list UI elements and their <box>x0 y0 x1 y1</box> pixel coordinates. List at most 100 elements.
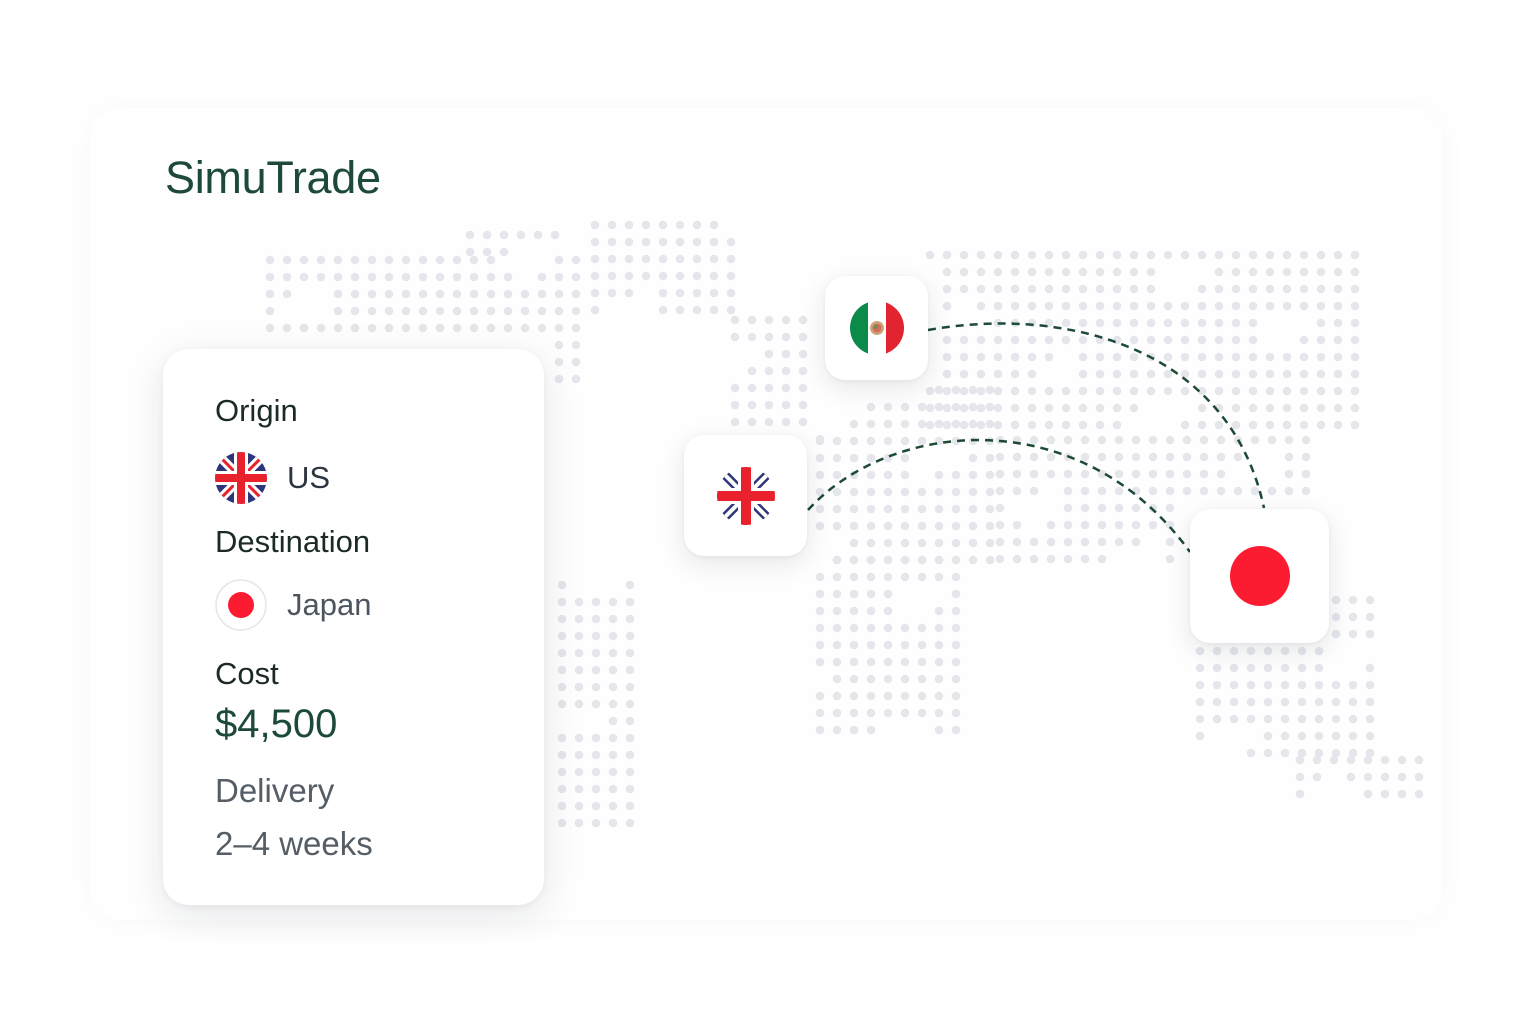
map-dot <box>1078 284 1088 294</box>
map-dot <box>1397 755 1407 765</box>
map-dot <box>934 640 944 650</box>
map-dot <box>1333 301 1343 311</box>
map-dot <box>1316 318 1326 328</box>
map-dot <box>1312 755 1322 765</box>
map-dot <box>917 487 927 497</box>
map-dot <box>554 340 564 350</box>
route-uk-japan <box>807 438 1192 553</box>
map-dot <box>798 417 808 427</box>
map-dot <box>554 289 564 299</box>
map-dot <box>726 254 736 264</box>
map-dot <box>692 288 702 298</box>
map-dot <box>1180 369 1190 379</box>
map-dot <box>1129 352 1139 362</box>
map-dot <box>951 385 961 395</box>
map-dot <box>1148 435 1158 445</box>
map-dot <box>1095 386 1105 396</box>
map-dot <box>1365 595 1375 605</box>
map-dot <box>832 487 842 497</box>
map-dot <box>995 469 1005 479</box>
map-dot <box>1414 772 1424 782</box>
map-dot <box>1180 301 1190 311</box>
map-dot <box>1231 318 1241 328</box>
map-dot <box>590 254 600 264</box>
map-dot <box>951 470 961 480</box>
map-dot <box>1214 335 1224 345</box>
map-dot <box>968 385 978 395</box>
map-dot <box>1299 403 1309 413</box>
map-dot <box>934 504 944 514</box>
map-dot <box>985 555 995 565</box>
map-dot <box>625 580 635 590</box>
map-dot <box>1095 284 1105 294</box>
map-dot <box>1280 748 1290 758</box>
map-dot <box>815 725 825 735</box>
mexico-flag-tile[interactable] <box>825 276 928 380</box>
map-dot <box>1299 284 1309 294</box>
map-dot <box>591 733 601 743</box>
destination-label: Destination <box>215 524 371 559</box>
map-dot <box>1297 731 1307 741</box>
map-dot <box>849 504 859 514</box>
map-dot <box>942 267 952 277</box>
map-dot <box>1199 452 1209 462</box>
map-dot <box>607 288 617 298</box>
map-dot <box>350 255 360 265</box>
map-dot <box>1316 267 1326 277</box>
map-dot <box>883 674 893 684</box>
map-dot <box>1114 469 1124 479</box>
map-dot <box>1078 369 1088 379</box>
map-dot <box>1265 386 1275 396</box>
map-dot <box>866 674 876 684</box>
map-dot <box>1180 335 1190 345</box>
map-dot <box>959 420 969 430</box>
map-dot <box>866 402 876 412</box>
map-dot <box>849 640 859 650</box>
map-dot <box>1297 663 1307 673</box>
map-dot <box>1046 520 1056 530</box>
map-dot <box>1314 663 1324 673</box>
map-dot <box>1301 469 1311 479</box>
uk-flag-tile[interactable] <box>684 435 807 556</box>
map-dot <box>658 254 668 264</box>
map-dot <box>384 306 394 316</box>
map-dot <box>1114 520 1124 530</box>
map-dot <box>1233 452 1243 462</box>
map-dot <box>1331 731 1341 741</box>
map-dot <box>925 250 935 260</box>
map-dot <box>554 323 564 333</box>
map-dot <box>951 419 961 429</box>
map-dot <box>993 301 1003 311</box>
map-dot <box>607 271 617 281</box>
map-dot <box>625 699 635 709</box>
map-dot <box>709 237 719 247</box>
map-dot <box>1195 680 1205 690</box>
map-dot <box>1146 369 1156 379</box>
origin-country-row: US <box>215 452 330 504</box>
japan-flag-tile[interactable] <box>1190 509 1329 643</box>
map-dot <box>951 572 961 582</box>
map-dot <box>316 272 326 282</box>
map-dot <box>1263 663 1273 673</box>
map-dot <box>1297 714 1307 724</box>
map-dot <box>1214 386 1224 396</box>
map-dot <box>959 352 969 362</box>
map-dot <box>557 699 567 709</box>
map-dot <box>641 237 651 247</box>
map-dot <box>469 289 479 299</box>
map-dot <box>1061 267 1071 277</box>
map-dot <box>1316 420 1326 430</box>
map-dot <box>1248 284 1258 294</box>
map-dot <box>934 538 944 548</box>
map-dot <box>1129 318 1139 328</box>
map-dot <box>1146 386 1156 396</box>
map-dot <box>574 699 584 709</box>
map-dot <box>832 623 842 633</box>
map-dot <box>486 289 496 299</box>
map-dot <box>316 255 326 265</box>
map-dot <box>591 614 601 624</box>
map-dot <box>658 271 668 281</box>
map-dot <box>849 725 859 735</box>
delivery-time-value: 2–4 weeks <box>215 825 373 862</box>
